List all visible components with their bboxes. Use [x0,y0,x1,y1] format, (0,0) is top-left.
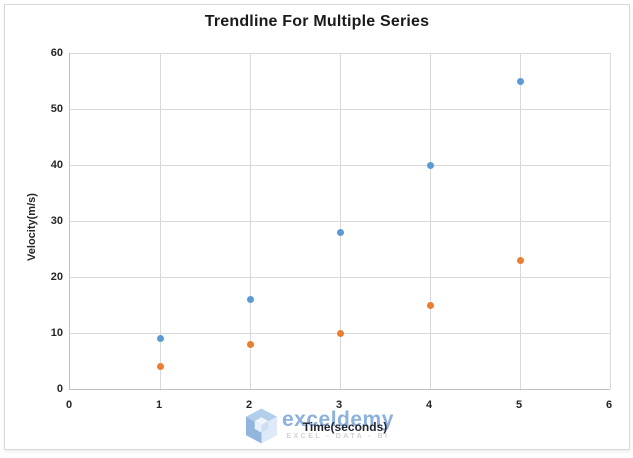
data-point-series-2 [156,363,164,371]
gridline-vertical [160,53,161,389]
data-point-series-2 [426,301,434,309]
y-tick-label: 0 [56,383,63,395]
chart-container: Trendline For Multiple Series Velocity(m… [4,4,630,450]
data-point-series-1 [426,161,434,169]
x-tick-label: 5 [515,399,523,411]
y-tick-label: 30 [50,215,63,227]
y-tick-label: 20 [50,271,63,283]
y-tick-label: 40 [50,159,63,171]
gridline-vertical [430,53,431,389]
y-tick-label: 50 [50,103,63,115]
data-point-series-1 [246,295,254,303]
data-point-series-2 [516,256,524,264]
x-tick-label: 3 [335,399,343,411]
data-point-series-2 [246,340,254,348]
y-tick-label: 10 [50,327,63,339]
chart-title: Trendline For Multiple Series [204,13,430,30]
exceldemy-cube-logo-icon [245,408,278,444]
watermark: exceldemy EXCEL - DATA - BI [245,407,394,445]
x-tick-label: 0 [65,399,73,411]
data-point-series-1 [156,335,164,343]
x-tick-label: 4 [425,399,433,411]
gridline-vertical [520,53,521,389]
data-point-series-1 [336,228,344,236]
watermark-text: exceldemy EXCEL - DATA - BI [282,409,394,440]
watermark-brand: exceldemy [282,408,394,431]
x-axis-title: Time(seconds) [302,420,388,434]
gridline-vertical [340,53,341,389]
data-point-series-2 [336,329,344,337]
gridline-vertical [250,53,251,389]
x-tick-label: 2 [245,399,253,411]
plot-area [69,53,611,390]
y-tick-label: 60 [50,47,63,59]
x-tick-label: 6 [605,399,613,411]
gridline-vertical [610,53,611,389]
watermark-tagline: EXCEL - DATA - BI [286,433,390,440]
x-tick-label: 1 [155,399,163,411]
data-point-series-1 [516,77,524,85]
